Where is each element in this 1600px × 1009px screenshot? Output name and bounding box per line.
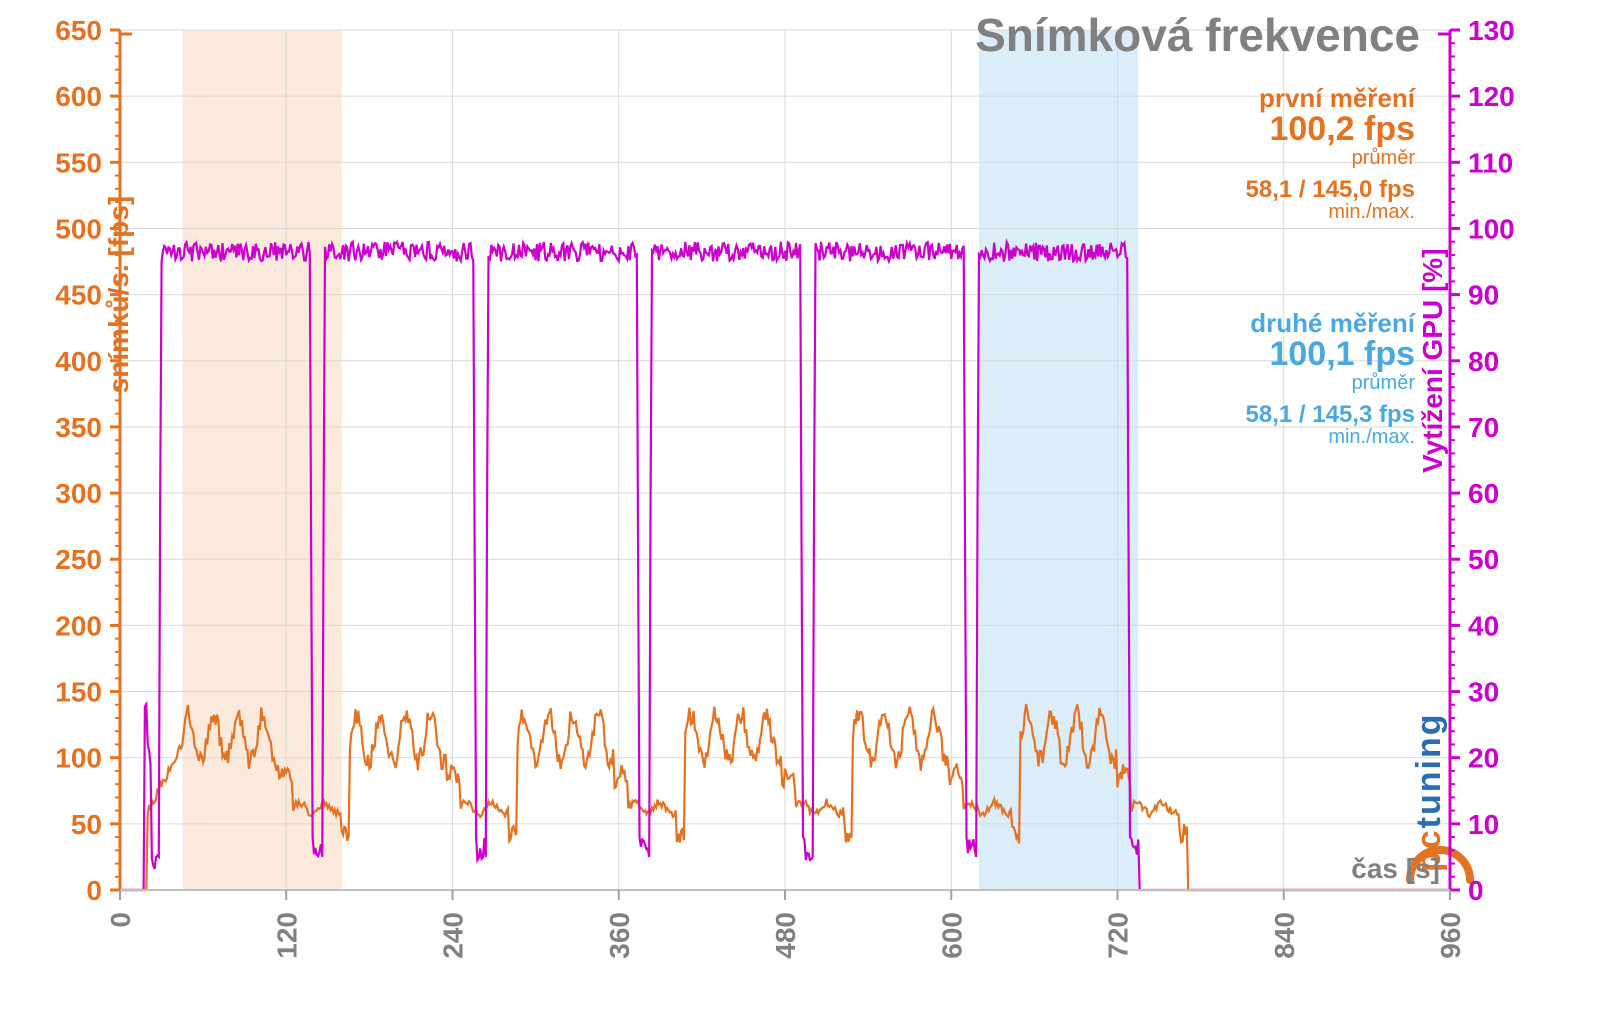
xtick: 480	[770, 912, 801, 959]
ytick-left: 250	[55, 544, 102, 575]
xtick: 360	[604, 912, 635, 959]
stats-first-avg: 100,2 fps	[1246, 112, 1415, 148]
stats-first-range: 58,1 / 145,0 fps	[1246, 177, 1415, 202]
xtick: 0	[105, 912, 136, 928]
ytick-right: 80	[1468, 346, 1499, 377]
ytick-right: 60	[1468, 478, 1499, 509]
stats-first: první měření 100,2 fps průměr 58,1 / 145…	[1246, 85, 1415, 223]
xlabel: čas [s]	[1351, 853, 1440, 884]
chart-container: pctuning05010015020025030035040045050055…	[0, 0, 1600, 1009]
stats-second: druhé měření 100,1 fps průměr 58,1 / 145…	[1246, 310, 1415, 448]
ytick-right: 40	[1468, 610, 1499, 641]
ylabel-left: snímků/s. [fps]	[103, 196, 134, 394]
xtick: 600	[936, 912, 967, 959]
ytick-left: 300	[55, 478, 102, 509]
stats-second-range: 58,1 / 145,3 fps	[1246, 402, 1415, 427]
ytick-left: 450	[55, 280, 102, 311]
ytick-right: 0	[1468, 875, 1484, 906]
stats-first-range-sub: min./max.	[1246, 202, 1415, 223]
ytick-left: 200	[55, 610, 102, 641]
highlight-band	[182, 30, 341, 890]
xtick: 840	[1269, 912, 1300, 959]
ytick-left: 600	[55, 81, 102, 112]
chart-title: Snímková frekvence	[975, 8, 1420, 62]
ytick-right: 120	[1468, 81, 1515, 112]
ytick-right: 90	[1468, 280, 1499, 311]
stats-second-avg: 100,1 fps	[1246, 337, 1415, 373]
xtick: 960	[1435, 912, 1466, 959]
svg-text:pctuning: pctuning	[1410, 712, 1448, 872]
xtick: 120	[271, 912, 302, 959]
stats-first-heading: první měření	[1246, 85, 1415, 112]
ytick-right: 30	[1468, 677, 1499, 708]
ytick-left: 0	[86, 875, 102, 906]
xtick: 240	[438, 912, 469, 959]
xtick: 720	[1103, 912, 1134, 959]
stats-second-range-sub: min./max.	[1246, 427, 1415, 448]
ytick-left: 50	[71, 809, 102, 840]
ytick-left: 400	[55, 346, 102, 377]
ylabel-right: Vytížení GPU [%]	[1417, 248, 1448, 473]
ytick-left: 550	[55, 147, 102, 178]
stats-second-avg-sub: průměr	[1246, 373, 1415, 394]
ytick-right: 20	[1468, 743, 1499, 774]
ytick-left: 350	[55, 412, 102, 443]
ytick-right: 50	[1468, 544, 1499, 575]
ytick-left: 150	[55, 677, 102, 708]
ytick-right: 10	[1468, 809, 1499, 840]
ytick-left: 650	[55, 15, 102, 46]
ytick-left: 500	[55, 213, 102, 244]
ytick-right: 70	[1468, 412, 1499, 443]
ytick-right: 110	[1468, 147, 1513, 178]
ytick-right: 130	[1468, 15, 1515, 46]
stats-first-avg-sub: průměr	[1246, 148, 1415, 169]
ytick-right: 100	[1468, 213, 1515, 244]
ytick-left: 100	[55, 743, 102, 774]
stats-second-heading: druhé měření	[1246, 310, 1415, 337]
